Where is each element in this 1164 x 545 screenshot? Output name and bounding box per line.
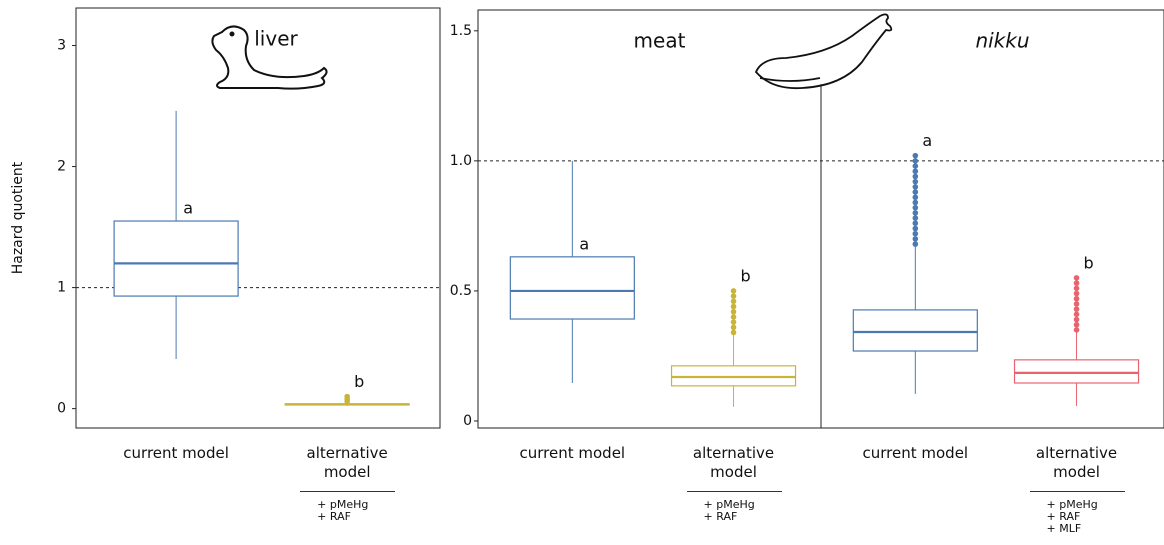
y-tick-label: 0 xyxy=(463,413,472,429)
box xyxy=(114,221,238,296)
outlier xyxy=(913,184,919,190)
outlier xyxy=(913,163,919,169)
significance-letter: b xyxy=(740,266,750,285)
box-group xyxy=(672,288,796,407)
y-tick-label: 1.0 xyxy=(450,153,472,169)
outlier xyxy=(731,304,737,310)
category-label: current model xyxy=(121,444,231,463)
outlier xyxy=(913,194,919,200)
label-rule xyxy=(687,491,782,492)
outlier xyxy=(913,179,919,185)
outlier xyxy=(731,293,737,299)
model-note: + RAF xyxy=(317,511,397,523)
outlier xyxy=(913,153,919,159)
box xyxy=(853,310,977,351)
outlier xyxy=(913,220,919,226)
outlier xyxy=(1074,286,1080,292)
outlier xyxy=(344,394,350,400)
significance-letter: a xyxy=(183,199,193,218)
box-group xyxy=(510,161,634,383)
outlier xyxy=(913,168,919,174)
label-rule xyxy=(1030,491,1125,492)
significance-letter: a xyxy=(579,234,589,253)
model-note: + RAF xyxy=(704,511,784,523)
outlier xyxy=(913,205,919,211)
outlier xyxy=(731,309,737,315)
outlier xyxy=(1074,301,1080,307)
outlier xyxy=(913,236,919,242)
facet-label: nikku xyxy=(975,29,1029,53)
box xyxy=(672,366,796,386)
outlier xyxy=(913,174,919,180)
outlier xyxy=(913,210,919,216)
outlier xyxy=(1074,280,1080,286)
outlier xyxy=(1074,291,1080,297)
outlier xyxy=(913,226,919,232)
significance-letter: b xyxy=(354,372,364,391)
outlier xyxy=(1074,312,1080,318)
outlier xyxy=(913,189,919,195)
outlier xyxy=(913,200,919,206)
y-tick-label: 2 xyxy=(57,159,66,175)
outlier xyxy=(1074,306,1080,312)
significance-letter: a xyxy=(922,131,932,150)
box-group xyxy=(285,394,409,406)
category-label: current model xyxy=(517,444,627,463)
y-tick-label: 3 xyxy=(57,38,66,54)
outlier xyxy=(913,241,919,247)
whale-icon xyxy=(756,14,891,88)
box xyxy=(1015,360,1139,383)
figure: Hazard quotient 0 1 2 3 liver a b 0 0.5 1.0 1.5 meat… xyxy=(0,0,1164,545)
box-group xyxy=(1015,275,1139,406)
category-label: alternative model xyxy=(292,444,402,482)
outlier xyxy=(1074,322,1080,328)
outlier xyxy=(913,231,919,237)
significance-letter: b xyxy=(1083,253,1093,272)
outlier xyxy=(1074,296,1080,302)
y-tick-label: 0.5 xyxy=(450,283,472,299)
y-tick-label: 0 xyxy=(57,401,66,417)
outlier xyxy=(731,299,737,305)
y-tick-label: 1.5 xyxy=(450,23,472,39)
outlier xyxy=(731,314,737,320)
outlier xyxy=(1074,317,1080,323)
outlier xyxy=(1074,327,1080,333)
outlier xyxy=(731,330,737,336)
box-group xyxy=(114,111,238,359)
y-tick-label: 1 xyxy=(57,280,66,296)
category-label: alternative model xyxy=(1022,444,1132,482)
outlier xyxy=(913,215,919,221)
outlier xyxy=(731,319,737,325)
facet-label: liver xyxy=(254,27,298,51)
outlier xyxy=(913,158,919,164)
category-label: alternative model xyxy=(679,444,789,482)
outlier xyxy=(731,288,737,294)
outlier xyxy=(731,325,737,331)
model-note: + MLF xyxy=(1047,523,1127,535)
label-rule xyxy=(300,491,395,492)
category-label: current model xyxy=(860,444,970,463)
outlier xyxy=(1074,275,1080,281)
chart: Hazard quotient 0 1 2 3 liver a b 0 0.5 1.0 1.5 meat… xyxy=(0,0,1164,545)
box-group xyxy=(853,153,977,394)
box xyxy=(510,257,634,319)
facet-label: meat xyxy=(634,29,686,53)
y-axis-label: Hazard quotient xyxy=(10,161,26,274)
